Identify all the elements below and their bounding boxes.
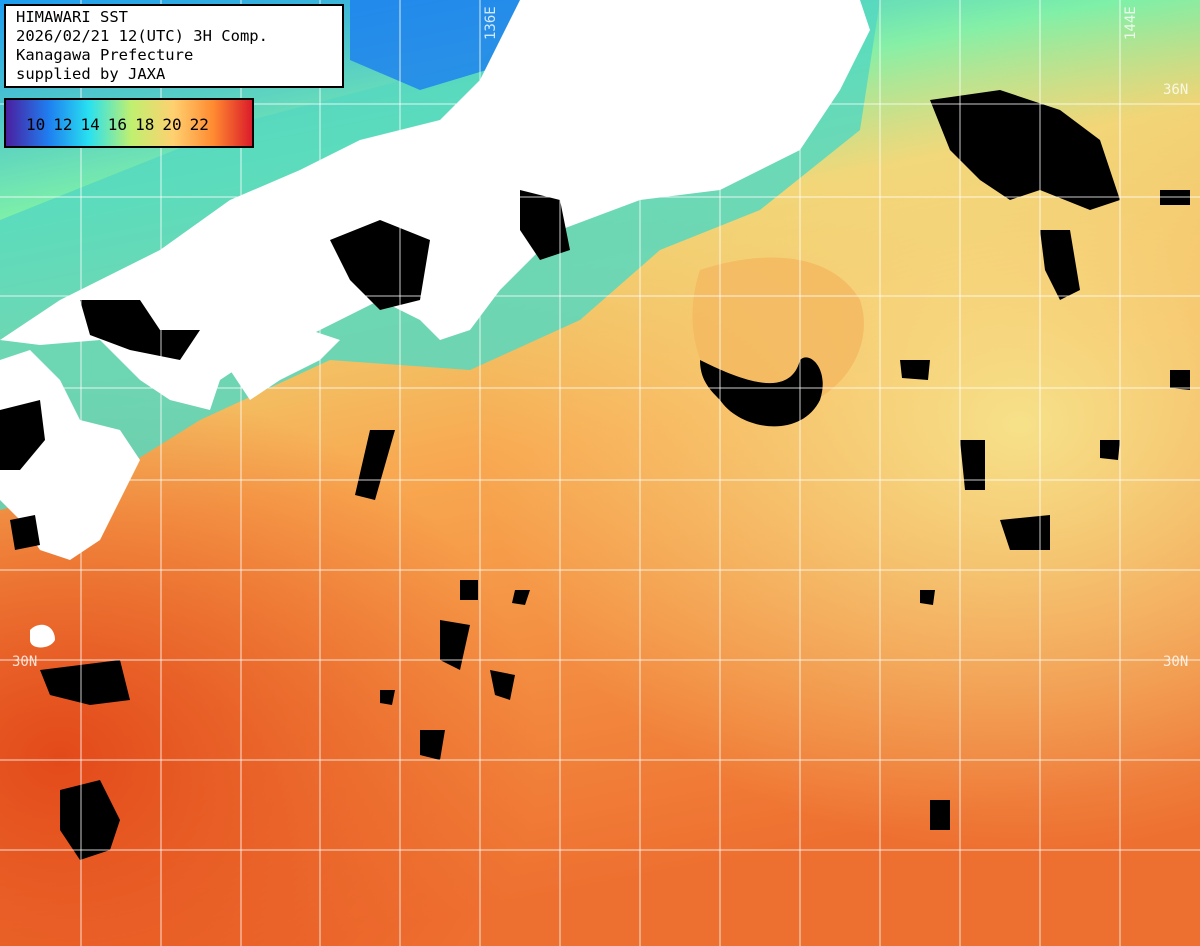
lat-label-30n-east: 30N: [1163, 654, 1189, 670]
lon-label-136e: 136E: [483, 6, 499, 40]
cold-water-north: [350, 0, 560, 90]
scale-label-20: 20: [162, 115, 182, 134]
scale-label-10: 10: [26, 115, 46, 134]
scale-label-18: 18: [135, 115, 155, 134]
map-title-box: HIMAWARI SST 2026/02/21 12(UTC) 3H Comp.…: [4, 4, 344, 88]
land-island: [30, 624, 55, 648]
region-name: Kanagawa Prefecture: [16, 46, 194, 64]
product-title: HIMAWARI SST: [16, 8, 128, 26]
lat-label-36n: 36N: [1163, 82, 1189, 98]
cloud-cover: [0, 90, 1190, 860]
data-credit: supplied by JAXA: [16, 65, 166, 83]
land-shikoku: [230, 320, 360, 400]
lon-label-144e: 144E: [1123, 6, 1139, 40]
lat-label-30n-west: 30N: [12, 654, 38, 670]
temperature-color-scale: 10 12 14 16 18 20 22: [4, 98, 254, 148]
scale-label-12: 12: [53, 115, 73, 134]
scale-label-16: 16: [107, 115, 128, 134]
color-scale-bar: [6, 100, 252, 146]
scale-label-14: 14: [80, 115, 100, 134]
color-scale-labels: 10 12 14 16 18 20 22: [26, 115, 217, 134]
land-honshu: [0, 0, 870, 410]
scale-label-22: 22: [189, 115, 209, 134]
composite-timestamp: 2026/02/21 12(UTC) 3H Comp.: [16, 27, 268, 45]
